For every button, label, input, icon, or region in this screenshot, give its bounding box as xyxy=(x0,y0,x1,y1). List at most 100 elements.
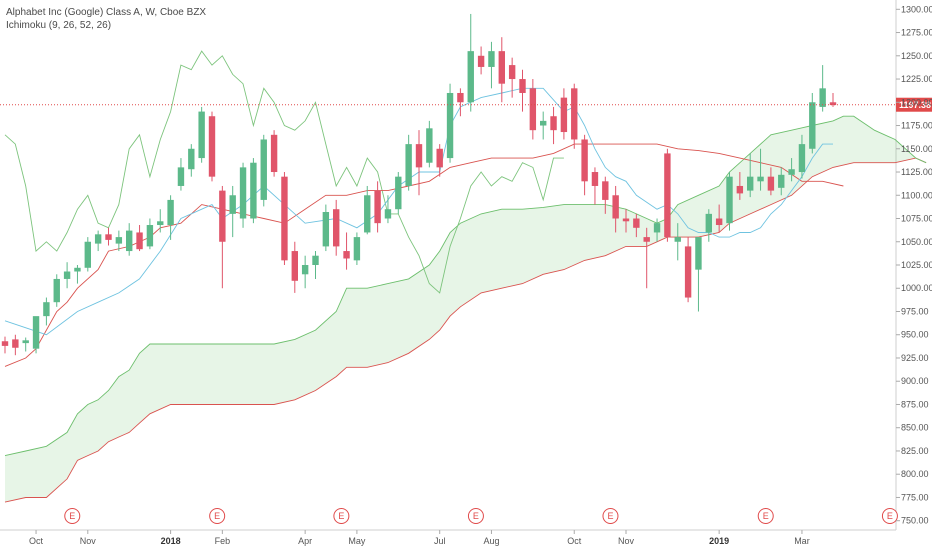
candle-body xyxy=(426,128,433,163)
candle-body xyxy=(684,246,692,298)
candle-body xyxy=(415,144,423,168)
candle-body xyxy=(167,199,174,226)
candle-body xyxy=(643,237,650,242)
candle-body xyxy=(353,237,361,261)
ichimoku-cloud xyxy=(5,116,927,503)
x-tick-label: Aug xyxy=(483,536,499,546)
earnings-label: E xyxy=(69,511,75,521)
x-tick-label: Apr xyxy=(298,536,312,546)
y-tick-label: 1050.00 xyxy=(901,237,932,247)
candle-body xyxy=(63,271,71,279)
candle-body xyxy=(633,218,640,228)
tenkan-sen-line xyxy=(4,87,833,336)
y-tick-label: 1000.00 xyxy=(901,283,932,293)
candle-body xyxy=(177,167,185,186)
indicator-title[interactable]: Ichimoku (9, 26, 52, 26) xyxy=(6,20,112,31)
candle-body xyxy=(757,176,764,182)
candle-body xyxy=(250,162,257,219)
candle-body xyxy=(188,148,195,170)
y-tick-label: 1150.00 xyxy=(901,144,932,154)
candle-body xyxy=(726,176,733,224)
candle-body xyxy=(622,218,630,222)
chart-legend: Alphabet Inc (Google) Class A, W, Cboe B… xyxy=(6,6,206,32)
candle-body xyxy=(819,88,826,107)
candle-body xyxy=(508,65,516,80)
candle-body xyxy=(498,51,505,84)
candle-body xyxy=(612,195,619,219)
earnings-marker xyxy=(757,508,774,524)
earnings-label: E xyxy=(338,511,344,521)
candle-body xyxy=(581,139,588,182)
senkou-span-b-line xyxy=(4,157,927,503)
candle-body xyxy=(457,92,464,103)
candle-body xyxy=(84,241,91,268)
candle-body xyxy=(488,51,495,67)
candle-body xyxy=(540,120,547,126)
candle-body xyxy=(22,340,29,344)
symbol-title[interactable]: Alphabet Inc (Google) Class A, W, Cboe B… xyxy=(6,7,207,18)
candle-body xyxy=(591,172,599,186)
y-tick-label: 900.00 xyxy=(901,376,929,386)
y-tick-label: 800.00 xyxy=(901,469,929,479)
earnings-marker xyxy=(333,508,350,524)
earnings-label: E xyxy=(214,511,220,521)
candle-body xyxy=(778,174,785,188)
y-tick-label: 1200.00 xyxy=(901,97,932,107)
candle-body xyxy=(12,339,19,348)
candle-body xyxy=(664,153,671,238)
candle-body xyxy=(333,209,340,247)
candle-body xyxy=(519,79,526,93)
y-tick-label: 1175.00 xyxy=(901,121,932,131)
x-tick-label: Nov xyxy=(618,536,635,546)
candle-body xyxy=(115,237,123,244)
x-tick-label: 2019 xyxy=(709,536,729,546)
x-tick-label: Mar xyxy=(794,536,810,546)
candle-body xyxy=(560,97,568,133)
kijun-sen-line xyxy=(4,143,844,367)
candle-body xyxy=(301,265,309,275)
earnings-marker xyxy=(881,508,898,524)
candle-body xyxy=(715,218,723,226)
y-tick-label: 825.00 xyxy=(901,446,929,456)
candle-body xyxy=(146,225,154,247)
candle-body xyxy=(343,251,350,259)
candle-body xyxy=(270,134,278,173)
candle-body xyxy=(32,316,40,349)
candle-body xyxy=(239,167,247,219)
candle-body xyxy=(747,176,754,191)
last-price-label: 1197.38 xyxy=(899,100,931,110)
candle-body xyxy=(126,230,133,252)
candle-body xyxy=(364,195,371,233)
x-tick-label: May xyxy=(348,536,366,546)
candle-body xyxy=(395,176,402,210)
candle-body xyxy=(705,213,712,233)
earnings-marker xyxy=(467,508,484,524)
y-tick-label: 1275.00 xyxy=(901,28,932,38)
earnings-label: E xyxy=(887,511,893,521)
candle-body xyxy=(322,212,330,247)
y-tick-label: 1250.00 xyxy=(901,51,932,61)
time-axis[interactable]: Oct Nov 2018 Feb Apr May Jul Aug Oct Nov 2019 Mar xyxy=(29,530,810,546)
candle-body xyxy=(1,341,9,346)
candle-body xyxy=(384,209,392,219)
x-tick-label: Feb xyxy=(215,536,231,546)
y-tick-label: 1125.00 xyxy=(901,167,932,177)
chikou-span-line xyxy=(4,50,564,294)
candle-body xyxy=(788,169,795,175)
earnings-marker xyxy=(602,508,619,524)
y-tick-label: 875.00 xyxy=(901,399,929,409)
candle-body xyxy=(94,234,102,244)
candle-body xyxy=(602,181,609,200)
candle-body xyxy=(477,55,485,67)
price-axis[interactable]: 750.00 775.00 800.00 825.00 850.00 875.00 900.… xyxy=(896,4,932,526)
candles xyxy=(1,13,837,356)
y-tick-label: 1025.00 xyxy=(901,260,932,270)
candle-body xyxy=(260,139,267,200)
x-tick-label: Oct xyxy=(29,536,44,546)
candle-body xyxy=(467,51,474,103)
candle-body xyxy=(798,144,806,173)
candle-body xyxy=(736,185,744,194)
candle-body xyxy=(829,102,837,106)
